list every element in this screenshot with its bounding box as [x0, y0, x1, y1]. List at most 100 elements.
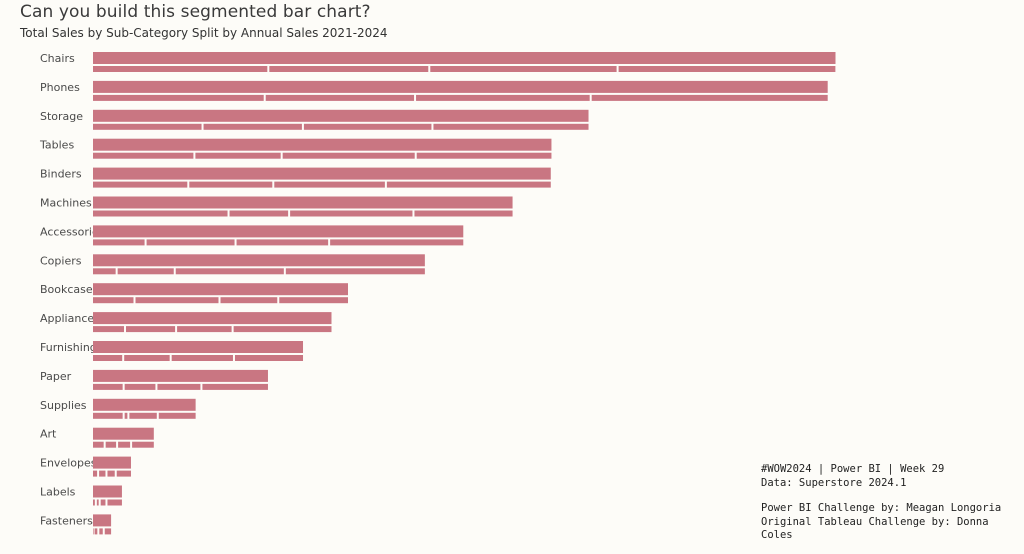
segment-binders-2024[interactable] — [386, 181, 551, 188]
segment-appliances-2022[interactable] — [126, 326, 176, 333]
total-bar-copiers[interactable] — [93, 254, 425, 267]
credit-line-hashtag: #WOW2024 | Power BI | Week 29 — [761, 463, 945, 475]
segment-appliances-2021[interactable] — [93, 326, 125, 333]
total-bar-storage[interactable] — [93, 109, 589, 122]
segment-storage-2021[interactable] — [93, 123, 202, 130]
segment-machines-2022[interactable] — [229, 210, 289, 217]
segment-binders-2021[interactable] — [93, 181, 188, 188]
segment-phones-2024[interactable] — [591, 94, 828, 101]
segment-fasteners-2022[interactable] — [94, 528, 98, 535]
total-bar-appliances[interactable] — [93, 312, 332, 325]
total-bar-binders[interactable] — [93, 167, 551, 180]
segment-paper-2022[interactable] — [124, 383, 156, 390]
category-label-machines: Machines — [40, 197, 92, 210]
segment-accessories-2021[interactable] — [93, 239, 145, 246]
bars-layer — [93, 52, 836, 535]
segment-furnishings-2022[interactable] — [124, 355, 170, 361]
segment-copiers-2021[interactable] — [93, 268, 116, 275]
total-bar-machines[interactable] — [93, 196, 513, 209]
chart-title: Can you build this segmented bar chart? — [20, 2, 371, 22]
total-bar-accessories[interactable] — [93, 225, 464, 238]
segment-tables-2021[interactable] — [93, 152, 194, 159]
segment-furnishings-2021[interactable] — [93, 355, 123, 361]
segment-labels-2023[interactable] — [100, 499, 106, 506]
credit-line-powerbi: Power BI Challenge by: Meagan Longoria — [761, 502, 1002, 514]
segment-binders-2022[interactable] — [189, 181, 273, 188]
segment-accessories-2022[interactable] — [146, 239, 235, 246]
segment-phones-2023[interactable] — [416, 94, 590, 101]
segment-tables-2024[interactable] — [416, 152, 552, 159]
segment-accessories-2023[interactable] — [236, 239, 329, 246]
credit-line-data: Data: Superstore 2024.1 — [761, 476, 907, 489]
segment-paper-2023[interactable] — [157, 383, 201, 390]
segment-machines-2024[interactable] — [414, 210, 513, 217]
segment-supplies-2021[interactable] — [93, 412, 123, 419]
total-bar-fasteners[interactable] — [93, 514, 112, 527]
category-label-supplies: Supplies — [40, 399, 87, 412]
credits-block: #WOW2024 | Power BI | Week 29 Data: Supe… — [761, 463, 1024, 543]
segment-labels-2024[interactable] — [107, 499, 122, 506]
segment-chairs-2024[interactable] — [618, 66, 836, 72]
total-bar-labels[interactable] — [93, 485, 122, 498]
segment-chairs-2022[interactable] — [269, 66, 429, 72]
segment-paper-2024[interactable] — [202, 383, 268, 390]
category-label-labels: Labels — [40, 486, 76, 499]
category-label-fasteners: Fasteners — [40, 514, 93, 527]
segment-appliances-2023[interactable] — [177, 326, 232, 333]
segment-appliances-2024[interactable] — [233, 326, 332, 333]
total-bar-paper[interactable] — [93, 369, 268, 382]
segment-binders-2023[interactable] — [274, 181, 385, 188]
category-label-bookcases: Bookcases — [40, 283, 99, 296]
category-label-appliances: Appliances — [40, 312, 100, 325]
segment-copiers-2024[interactable] — [285, 268, 425, 275]
segment-machines-2023[interactable] — [290, 210, 413, 217]
segment-bookcases-2022[interactable] — [135, 297, 219, 304]
segment-fasteners-2023[interactable] — [99, 528, 103, 535]
segment-copiers-2023[interactable] — [175, 268, 284, 275]
segment-envelopes-2022[interactable] — [99, 470, 106, 477]
segment-machines-2021[interactable] — [93, 210, 228, 217]
total-bar-envelopes[interactable] — [93, 456, 131, 469]
total-bar-art[interactable] — [93, 427, 154, 440]
segment-phones-2021[interactable] — [93, 94, 264, 101]
segment-art-2022[interactable] — [105, 441, 117, 448]
segment-labels-2022[interactable] — [96, 499, 99, 506]
total-bar-supplies[interactable] — [93, 398, 196, 411]
segment-art-2023[interactable] — [118, 441, 131, 448]
segment-furnishings-2024[interactable] — [234, 355, 304, 361]
segment-chairs-2023[interactable] — [430, 66, 617, 72]
segment-accessories-2024[interactable] — [330, 239, 464, 246]
segment-phones-2022[interactable] — [265, 94, 415, 101]
segment-bookcases-2023[interactable] — [220, 297, 278, 304]
segment-chairs-2021[interactable] — [93, 66, 268, 72]
segment-bookcases-2024[interactable] — [279, 297, 348, 304]
segment-supplies-2023[interactable] — [129, 412, 157, 419]
segment-art-2021[interactable] — [93, 441, 104, 448]
segment-bookcases-2021[interactable] — [93, 297, 134, 304]
segment-paper-2021[interactable] — [93, 383, 123, 390]
segment-storage-2023[interactable] — [303, 123, 432, 130]
segment-tables-2023[interactable] — [282, 152, 415, 159]
segment-envelopes-2023[interactable] — [107, 470, 115, 477]
segment-envelopes-2021[interactable] — [93, 470, 98, 477]
segment-fasteners-2021[interactable] — [93, 528, 94, 535]
segment-furnishings-2023[interactable] — [171, 355, 233, 361]
segment-storage-2024[interactable] — [433, 123, 589, 130]
segment-envelopes-2024[interactable] — [116, 470, 131, 477]
total-bar-bookcases[interactable] — [93, 283, 348, 296]
credit-gap — [761, 490, 1024, 502]
segment-tables-2022[interactable] — [195, 152, 281, 159]
total-bar-chairs[interactable] — [93, 52, 836, 64]
segment-fasteners-2024[interactable] — [104, 528, 112, 535]
segment-supplies-2022[interactable] — [124, 412, 128, 419]
segment-art-2024[interactable] — [132, 441, 154, 448]
segment-labels-2021[interactable] — [93, 499, 95, 506]
segment-storage-2022[interactable] — [203, 123, 302, 130]
total-bar-tables[interactable] — [93, 138, 552, 151]
segment-supplies-2024[interactable] — [158, 412, 196, 419]
total-bar-furnishings[interactable] — [93, 341, 304, 353]
category-label-paper: Paper — [40, 370, 72, 383]
total-bar-phones[interactable] — [93, 80, 828, 93]
category-labels: Chairs Phones Storage Tables Binders Machines… — [39, 52, 105, 527]
segment-copiers-2022[interactable] — [117, 268, 174, 275]
